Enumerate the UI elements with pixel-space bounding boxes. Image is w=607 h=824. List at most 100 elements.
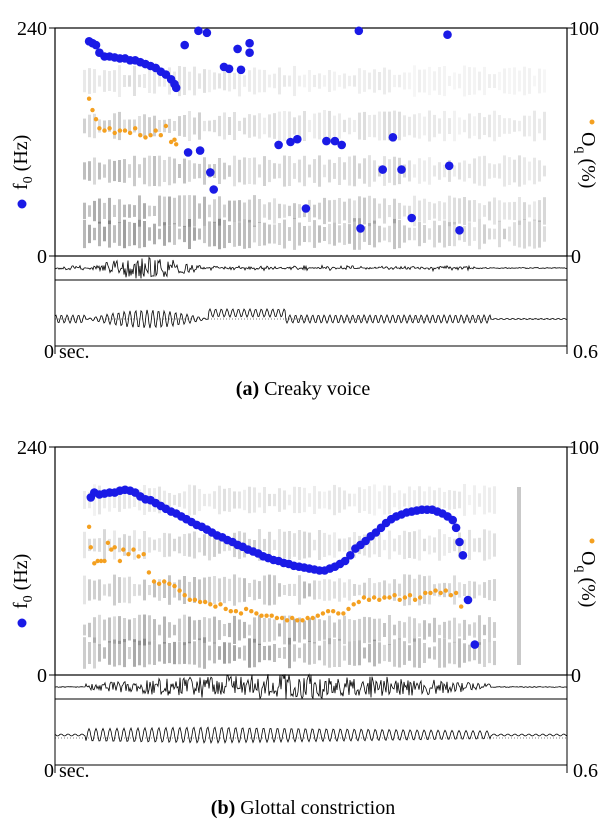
oq-point: [126, 552, 131, 557]
spectrogram-striation: [468, 113, 471, 139]
spectrogram-striation: [108, 120, 111, 132]
spectrogram-striation: [263, 204, 266, 218]
spectrogram-striation: [103, 647, 106, 659]
spectrogram-striation: [363, 582, 366, 598]
spectrogram-striation: [313, 580, 316, 600]
spectrogram-striation: [503, 155, 506, 187]
spectrogram-striation: [338, 157, 341, 185]
spectrogram-striation: [163, 196, 166, 226]
spectrogram-striation: [178, 164, 181, 178]
spectrogram-striation: [273, 73, 276, 89]
spectrogram-striation: [303, 581, 306, 599]
f0-point: [180, 40, 189, 50]
spectrogram-striation: [228, 578, 231, 602]
spectrogram-striation: [93, 637, 96, 669]
spectrogram-striation: [448, 75, 451, 86]
spectrogram-striation: [258, 69, 261, 93]
spectrogram-striation: [88, 68, 91, 94]
spectrogram-striation: [283, 75, 286, 87]
spectrogram-striation: [208, 120, 211, 132]
spectrogram-striation: [178, 195, 181, 227]
spectrogram-striation: [98, 579, 101, 601]
oq-point: [346, 606, 351, 612]
spectrogram-striation: [338, 113, 341, 139]
spectrogram-striation: [228, 165, 231, 177]
spectrogram-striation: [538, 160, 541, 182]
spectrogram-striation: [443, 220, 446, 248]
spectrogram-striation: [88, 205, 91, 217]
spectrogram-striation: [148, 615, 151, 645]
spectrogram-striation: [263, 487, 266, 514]
spectrogram-striation: [113, 574, 116, 606]
spectrogram-striation: [273, 619, 276, 641]
f0-point: [330, 136, 340, 146]
oq-point: [153, 128, 158, 133]
spectrogram-striation: [438, 67, 441, 95]
spectrogram-striation: [398, 74, 401, 88]
spectrogram-striation: [383, 198, 386, 224]
spectrogram-striation: [103, 226, 106, 242]
spectrogram-striation: [418, 486, 421, 514]
spectrogram-striation: [428, 67, 431, 95]
y-left-label-unit: (Hz): [10, 554, 32, 596]
spectrogram-striation: [153, 539, 156, 551]
oq-point: [158, 133, 163, 138]
oq-point: [172, 137, 177, 142]
spectrogram-striation: [353, 493, 356, 507]
spectrogram-striation: [513, 222, 516, 246]
spectrogram-striation: [113, 160, 116, 182]
oq-point: [295, 618, 300, 623]
spectrogram-striation: [293, 486, 296, 514]
spectrogram-striation: [318, 202, 321, 220]
spectrogram-striation: [458, 198, 461, 224]
spectrogram-striation: [353, 200, 356, 222]
spectrogram-striation: [248, 70, 251, 92]
spectrogram-striation: [338, 198, 341, 224]
spectrogram-striation: [148, 641, 151, 665]
oq-point: [387, 595, 392, 600]
spectrogram-striation: [193, 485, 196, 515]
spectrogram-striation: [408, 574, 411, 606]
spectrogram-striation: [148, 117, 151, 135]
spectrogram-striation: [448, 118, 451, 134]
spectrogram-striation: [483, 205, 486, 217]
spectrogram-striation: [158, 228, 161, 240]
spectrogram-striation: [473, 581, 476, 599]
spectrogram-striation: [463, 539, 466, 551]
spectrogram-striation: [438, 118, 441, 134]
spectrogram-striation: [423, 198, 426, 224]
spectrogram-striation: [258, 113, 261, 139]
oq-point: [243, 606, 249, 612]
spectrogram-striation: [483, 66, 486, 96]
oq-point: [98, 558, 104, 564]
spectrogram-striation: [483, 117, 486, 135]
spectrogram-striation: [168, 533, 171, 557]
spectrogram-striation: [198, 579, 201, 601]
spectrogram-striation: [458, 638, 461, 668]
spectrogram-striation: [498, 220, 501, 248]
spectrogram-striation: [363, 489, 366, 511]
spectrogram-striation: [233, 574, 236, 606]
spectrogram-striation: [358, 584, 361, 596]
spectrogram-striation: [533, 201, 536, 221]
spectrogram-striation: [143, 638, 146, 668]
spectrogram-striation: [463, 584, 466, 596]
spectrogram-striation: [83, 69, 86, 93]
spectrogram-striation: [93, 69, 96, 93]
spectrogram-striation: [103, 164, 106, 178]
spectrogram-striation: [338, 538, 341, 552]
oq-point: [109, 547, 114, 552]
oq-point: [122, 128, 128, 133]
spectrogram-striation: [188, 71, 191, 91]
oq-point: [448, 593, 454, 598]
spectrogram-striation: [303, 74, 306, 88]
spectrogram-striation: [268, 224, 271, 244]
spectrogram-striation: [228, 488, 231, 512]
spectrogram-striation: [123, 534, 126, 556]
spectrogram-striation: [258, 222, 261, 246]
spectrogram-striation: [508, 118, 511, 134]
spectrogram-striation: [473, 538, 476, 552]
spectrogram-striation: [118, 199, 121, 223]
oq-point: [102, 128, 107, 133]
spectrogram-striation: [483, 155, 486, 187]
